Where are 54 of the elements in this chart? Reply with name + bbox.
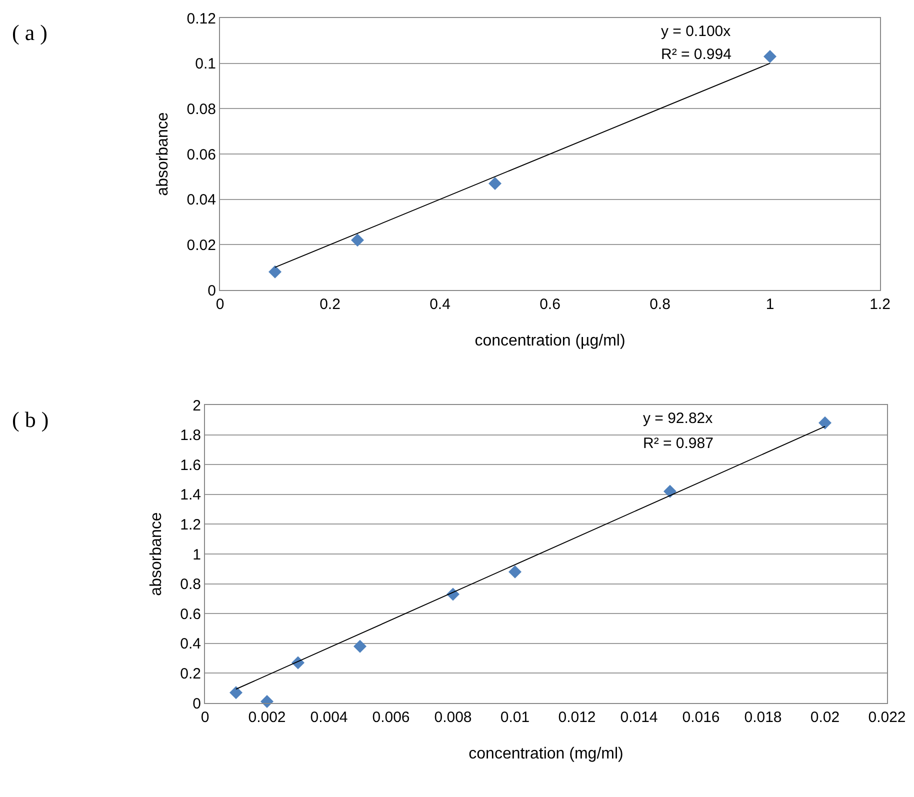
point xyxy=(351,234,364,247)
y-tick-label: 0 xyxy=(192,695,201,712)
annotation: R² = 0.987 xyxy=(643,435,714,452)
x-tick-label: 0.02 xyxy=(810,709,840,726)
x-tick-label: 0.8 xyxy=(650,296,670,313)
y-axis-title: absorbance xyxy=(154,112,172,196)
y-tick-label: 0.06 xyxy=(186,146,216,164)
point xyxy=(354,640,366,653)
y-tick-label: 1.2 xyxy=(180,516,201,534)
x-tick-label: 0.014 xyxy=(620,709,658,726)
y-tick-label: 1.4 xyxy=(180,486,201,504)
x-tick-label: 0.2 xyxy=(320,296,340,313)
point xyxy=(764,50,776,64)
x-axis-title: concentration (µg/ml) xyxy=(474,332,626,350)
y-tick-label: 2 xyxy=(192,397,201,414)
annotation: y = 92.82x xyxy=(643,410,714,427)
annotation: y = 0.100x xyxy=(661,23,732,40)
y-tick-label: 0.08 xyxy=(186,100,216,118)
x-tick-label: 0.022 xyxy=(868,709,906,726)
point xyxy=(268,265,282,278)
y-tick-label: 0.02 xyxy=(186,236,216,254)
y-axis-title: absorbance xyxy=(148,512,166,596)
point xyxy=(664,484,676,498)
x-tick-label: 0.6 xyxy=(540,296,560,313)
x-tick-label: 0.4 xyxy=(430,296,450,313)
y-tick-label: 1.8 xyxy=(180,427,201,444)
y-tick-label: 0.04 xyxy=(186,192,216,209)
point xyxy=(230,686,242,700)
y-tick-label: 0.1 xyxy=(195,56,216,73)
annotation: R² = 0.994 xyxy=(661,46,732,63)
y-tick-label: 0.8 xyxy=(180,576,201,594)
x-tick-label: 0.016 xyxy=(682,709,720,726)
y-tick-label: 0 xyxy=(208,282,216,300)
x-tick-label: 1 xyxy=(766,296,774,313)
x-tick-label: 0.002 xyxy=(248,709,286,726)
text: ( b ) xyxy=(12,407,49,432)
y-tick-label: 1.6 xyxy=(180,456,201,474)
x-tick-label: 0.012 xyxy=(558,709,596,726)
x-tick-label: 1.2 xyxy=(870,296,890,313)
point xyxy=(488,176,502,190)
y-tick-label: 0.4 xyxy=(180,636,201,653)
x-tick-label: 0.018 xyxy=(744,709,782,726)
y-tick-label: 0.2 xyxy=(180,665,201,682)
x-tick-label: 0.008 xyxy=(434,709,472,726)
x-axis-title: concentration (mg/ml) xyxy=(468,746,624,763)
y-tick-label: 0.12 xyxy=(186,10,216,28)
point xyxy=(508,565,522,578)
point xyxy=(818,416,832,430)
x-tick-label: 0.004 xyxy=(310,709,348,726)
y-tick-label: 0.6 xyxy=(180,606,201,623)
x-tick-label: 0.01 xyxy=(500,709,530,726)
text: ( a ) xyxy=(12,20,48,45)
x-tick-label: 0.006 xyxy=(372,709,410,726)
y-tick-label: 1 xyxy=(192,546,201,564)
